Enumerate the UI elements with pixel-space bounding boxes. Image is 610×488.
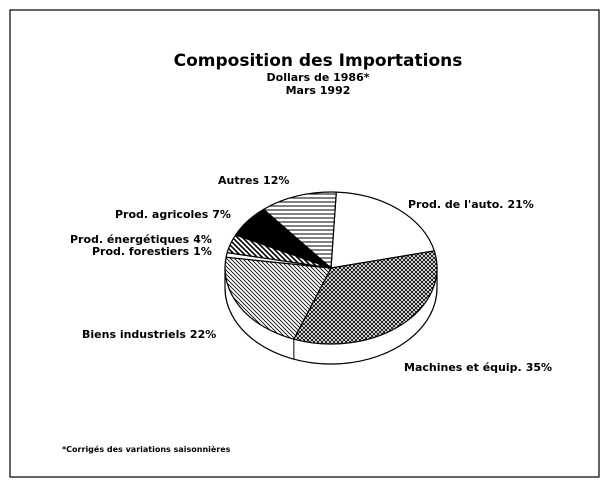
category: Prod. énergétiques — [70, 233, 190, 246]
category: Prod. de l'auto. — [408, 198, 503, 211]
slice-label: Biens industriels 22% — [82, 328, 216, 341]
pie-slice — [330, 191, 436, 269]
pie-slice — [262, 191, 337, 270]
footnote: *Corrigés des variations saisonnières — [62, 444, 231, 454]
slice-label: Prod. de l'auto. 21% — [408, 198, 534, 211]
chart-date: Mars 1992 — [286, 84, 351, 97]
chart-title: Composition des Importations — [174, 51, 463, 71]
value-label: 12% — [263, 174, 289, 187]
category: Autres — [218, 174, 259, 187]
category: Prod. forestiers — [92, 245, 190, 258]
frame — [9, 9, 600, 478]
category: Biens industriels — [82, 328, 186, 341]
value-label: 21% — [507, 198, 533, 211]
slice-label: Autres 12% — [218, 174, 289, 187]
pie-slice — [224, 256, 332, 340]
slice-label: Prod. énergétiques 4% — [70, 233, 212, 246]
value-label: 1% — [193, 245, 212, 258]
category: Prod. agricoles — [115, 208, 209, 221]
category: Machines et équip. — [404, 361, 522, 374]
value-label: 35% — [526, 361, 552, 374]
value-label: 7% — [212, 208, 231, 221]
value-label: 22% — [190, 328, 216, 341]
slice-label: Machines et équip. 35% — [404, 361, 552, 374]
slice-label: Prod. agricoles 7% — [115, 208, 231, 221]
chart-subtitle: Dollars de 1986* — [267, 71, 370, 84]
pie-slice — [292, 250, 438, 345]
pie — [224, 191, 438, 365]
value-label: 4% — [193, 233, 212, 246]
slice-label: Prod. forestiers 1% — [92, 245, 212, 258]
